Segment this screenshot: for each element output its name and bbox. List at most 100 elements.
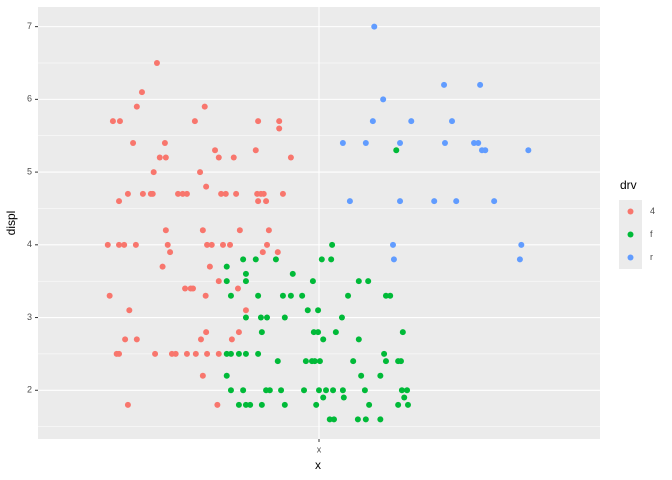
point bbox=[214, 401, 221, 408]
point bbox=[212, 147, 219, 154]
point bbox=[313, 401, 320, 408]
point bbox=[387, 292, 394, 299]
point bbox=[362, 416, 369, 423]
point bbox=[124, 190, 131, 197]
point bbox=[381, 350, 388, 357]
point bbox=[525, 147, 532, 154]
point bbox=[339, 140, 346, 146]
point bbox=[315, 329, 322, 336]
point bbox=[397, 198, 404, 205]
point bbox=[390, 256, 397, 263]
point bbox=[116, 198, 123, 205]
point bbox=[276, 118, 283, 125]
point bbox=[377, 372, 384, 379]
point bbox=[206, 263, 213, 270]
point bbox=[393, 147, 400, 154]
point bbox=[167, 249, 174, 256]
point bbox=[398, 387, 405, 394]
point bbox=[299, 292, 306, 299]
point bbox=[399, 329, 406, 336]
points bbox=[104, 23, 532, 423]
point bbox=[365, 278, 372, 285]
point bbox=[266, 387, 273, 394]
point bbox=[197, 169, 204, 176]
point bbox=[289, 270, 296, 277]
point bbox=[223, 278, 230, 285]
point bbox=[389, 241, 396, 248]
point bbox=[310, 329, 317, 336]
point bbox=[339, 387, 346, 394]
point bbox=[222, 190, 229, 197]
point bbox=[199, 227, 206, 234]
point bbox=[227, 292, 234, 299]
point bbox=[471, 140, 478, 146]
point bbox=[265, 227, 272, 234]
point bbox=[242, 307, 249, 314]
point bbox=[156, 154, 163, 161]
point bbox=[133, 336, 140, 343]
point bbox=[408, 118, 415, 125]
point bbox=[126, 307, 133, 314]
point bbox=[242, 278, 249, 285]
point bbox=[106, 292, 113, 299]
point bbox=[223, 350, 230, 357]
point bbox=[361, 387, 368, 394]
y-tick-label: 3 bbox=[27, 312, 32, 322]
legend-title: drv bbox=[620, 178, 637, 192]
point bbox=[133, 103, 140, 110]
point bbox=[272, 256, 279, 263]
point bbox=[204, 350, 211, 357]
point bbox=[242, 270, 249, 277]
point bbox=[355, 336, 362, 343]
point bbox=[162, 154, 169, 161]
point bbox=[323, 387, 330, 394]
point bbox=[233, 190, 240, 197]
point bbox=[175, 190, 182, 197]
point bbox=[482, 147, 489, 154]
point bbox=[332, 329, 339, 336]
point bbox=[223, 372, 230, 379]
point bbox=[279, 292, 286, 299]
legend-marker bbox=[627, 254, 634, 261]
point bbox=[279, 190, 286, 197]
point bbox=[350, 358, 357, 365]
point bbox=[260, 190, 267, 197]
point bbox=[201, 103, 208, 110]
point bbox=[449, 118, 456, 125]
point bbox=[382, 292, 389, 299]
point bbox=[328, 256, 335, 263]
point bbox=[227, 350, 234, 357]
point bbox=[228, 336, 235, 343]
point bbox=[240, 256, 247, 263]
point bbox=[150, 169, 157, 176]
point bbox=[304, 307, 311, 314]
point bbox=[329, 241, 336, 248]
point bbox=[258, 329, 265, 336]
x-tick-label: x bbox=[317, 444, 322, 454]
point bbox=[281, 401, 288, 408]
point bbox=[139, 190, 146, 197]
point bbox=[183, 350, 190, 357]
legend: 4 f r bbox=[619, 200, 655, 269]
point bbox=[130, 140, 137, 146]
point bbox=[242, 314, 249, 321]
point bbox=[397, 358, 404, 365]
point bbox=[278, 387, 285, 394]
legend-label: f bbox=[650, 229, 653, 239]
point bbox=[477, 81, 484, 88]
point bbox=[164, 241, 171, 248]
point bbox=[235, 329, 242, 336]
point bbox=[190, 285, 197, 292]
point bbox=[330, 387, 337, 394]
point bbox=[204, 241, 211, 248]
point bbox=[203, 329, 210, 336]
point bbox=[230, 154, 237, 161]
point bbox=[179, 190, 186, 197]
point bbox=[301, 387, 308, 394]
point bbox=[162, 227, 169, 234]
point bbox=[182, 285, 189, 292]
point bbox=[172, 350, 179, 357]
grid bbox=[38, 7, 600, 439]
point bbox=[274, 358, 281, 365]
